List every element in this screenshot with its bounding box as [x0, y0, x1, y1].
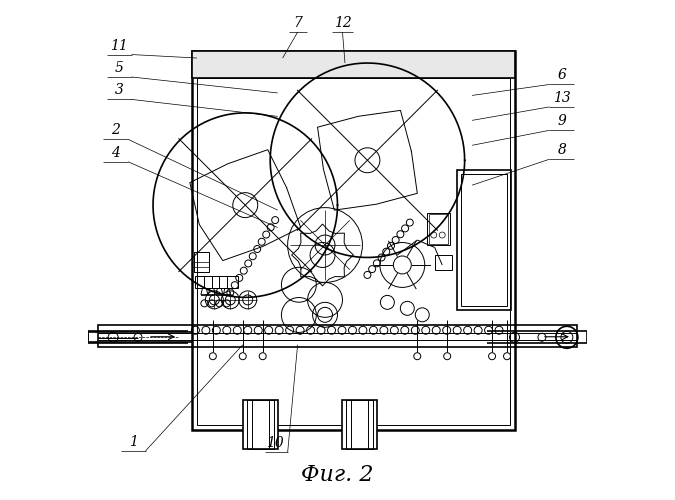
Bar [342, 400, 377, 450]
Text: Фиг. 2: Фиг. 2 [301, 464, 374, 486]
Text: 8: 8 [558, 144, 566, 158]
Bar [194, 252, 209, 272]
Text: 9: 9 [558, 114, 566, 128]
Bar [98, 325, 577, 347]
Bar [435, 255, 452, 270]
Text: 12: 12 [333, 16, 352, 30]
Bar [243, 400, 277, 450]
Text: 1: 1 [129, 435, 138, 449]
Bar [429, 214, 448, 244]
Text: 7: 7 [293, 16, 302, 30]
Bar [247, 400, 273, 450]
Text: 2: 2 [111, 124, 120, 138]
Text: 6: 6 [558, 68, 566, 82]
Bar [195, 276, 238, 288]
Text: 3: 3 [115, 84, 124, 98]
Bar [346, 400, 373, 450]
Text: 13: 13 [553, 91, 571, 105]
Text: 10: 10 [267, 436, 284, 450]
Bar [427, 212, 450, 245]
Bar [192, 50, 514, 430]
Bar [197, 56, 510, 424]
Text: 4: 4 [111, 146, 120, 160]
Bar [457, 170, 510, 310]
Text: 11: 11 [110, 38, 128, 52]
Bar [192, 50, 514, 78]
Bar [461, 174, 506, 306]
Text: 5: 5 [115, 61, 124, 75]
